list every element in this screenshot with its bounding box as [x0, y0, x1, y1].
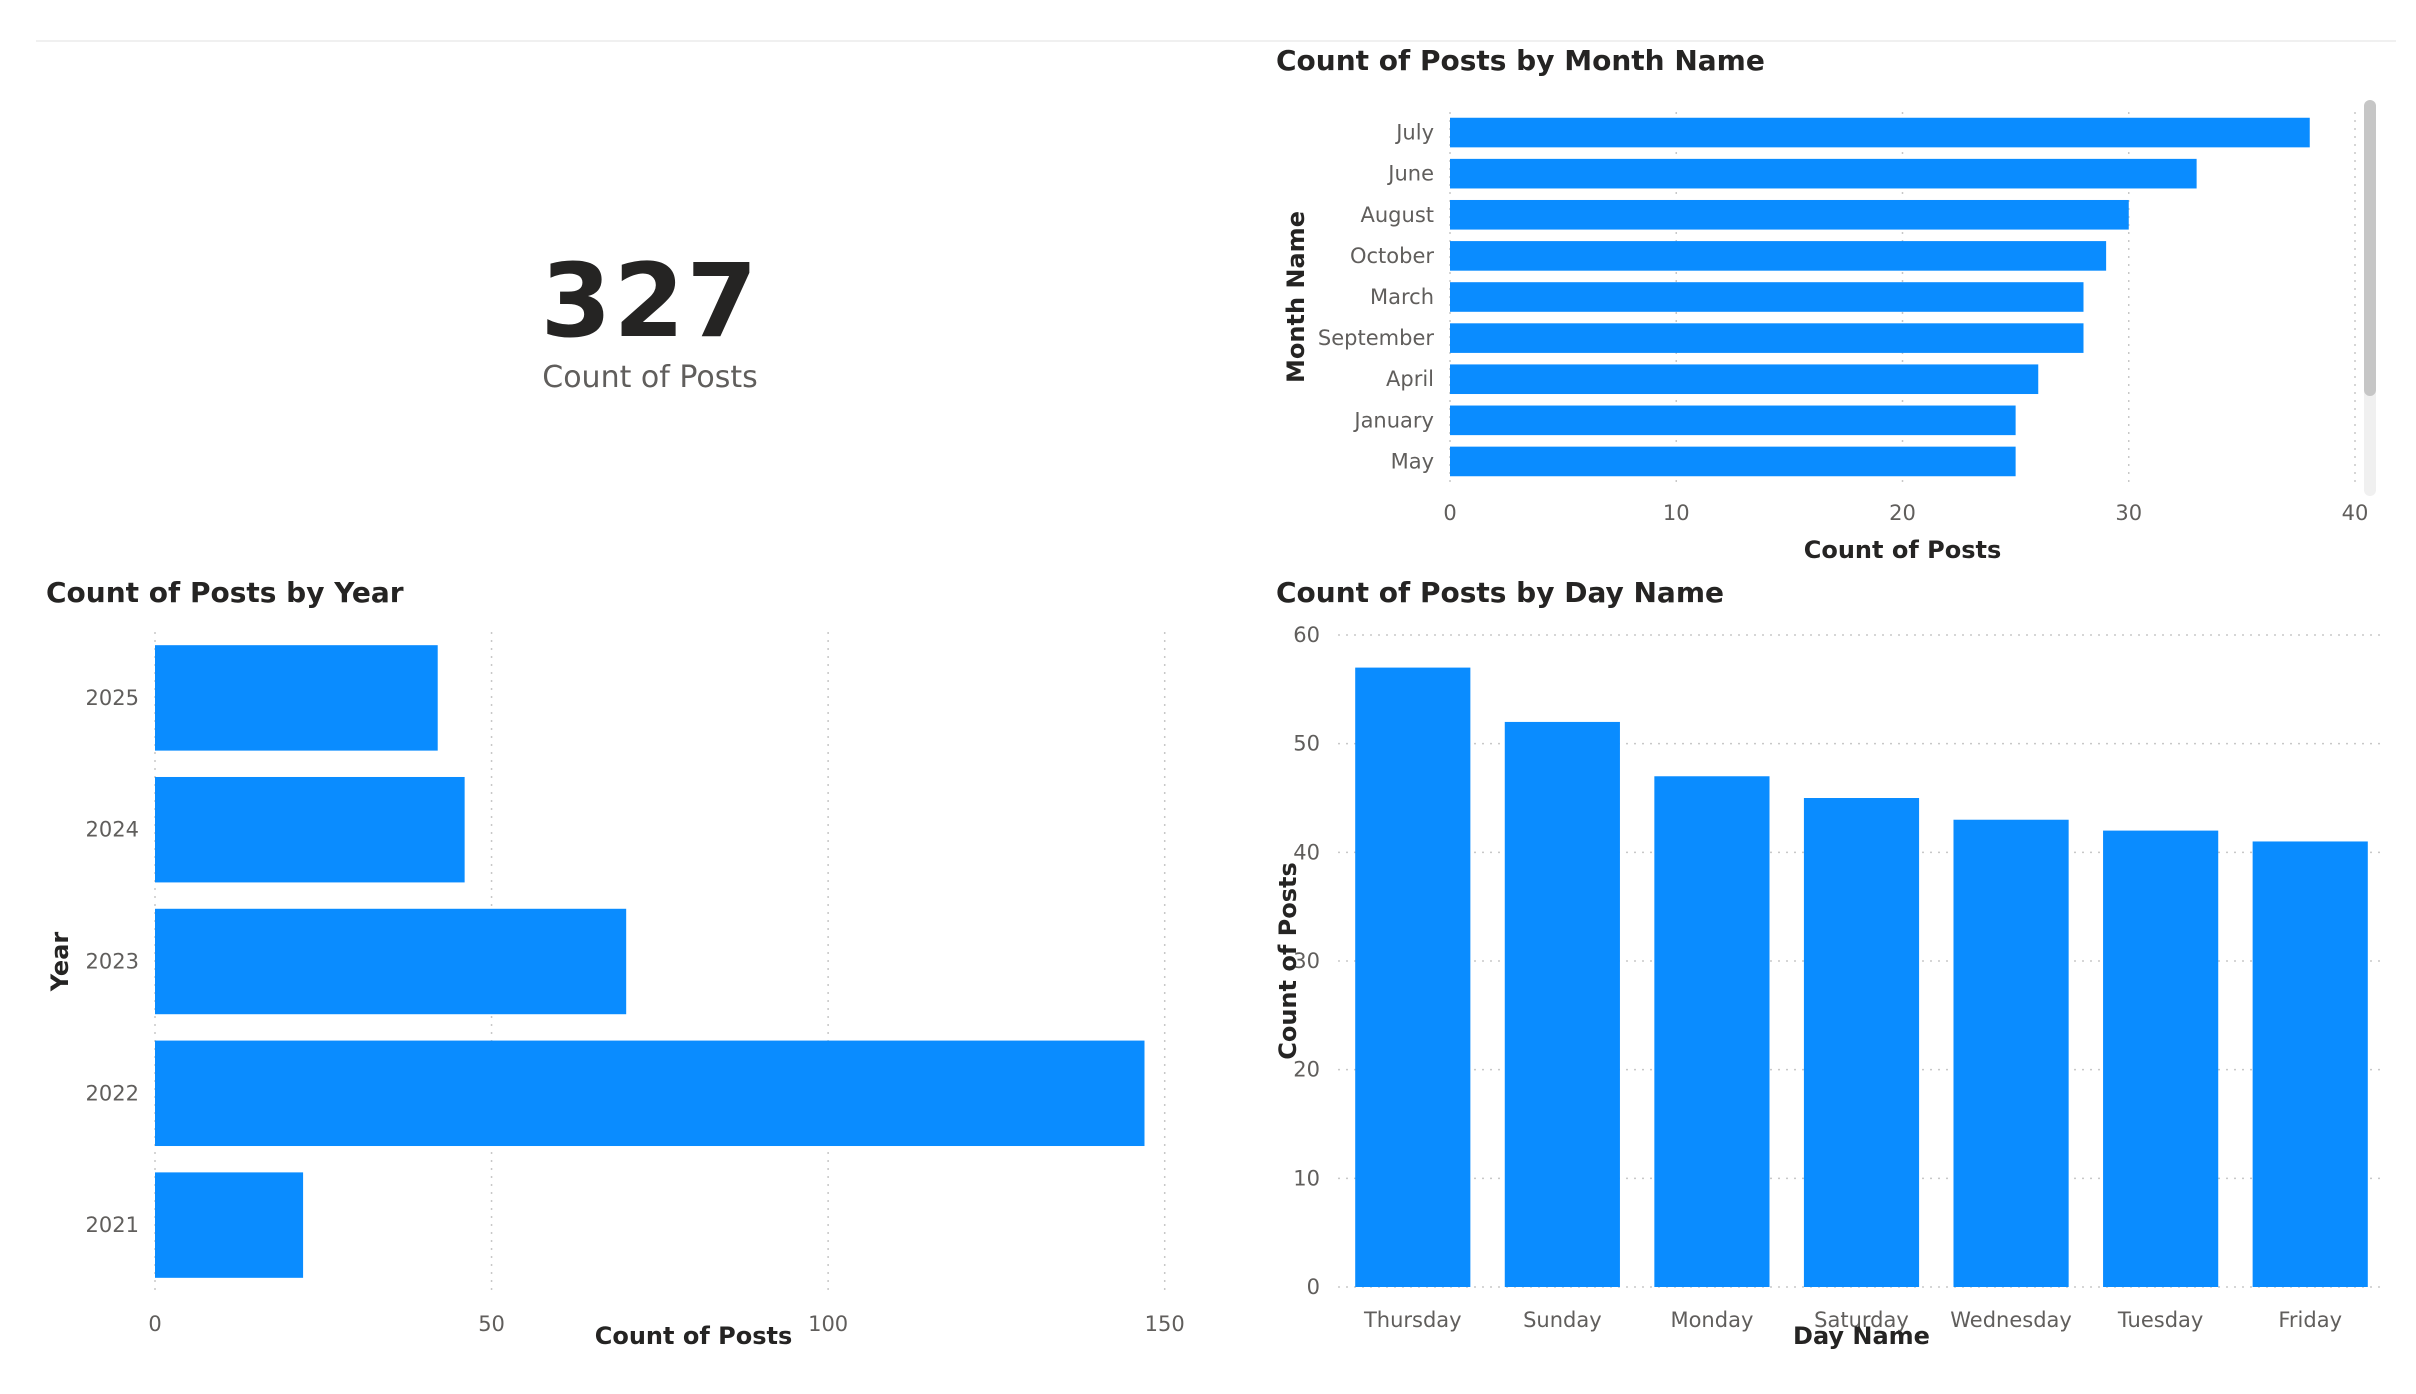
- month-bar: [1450, 158, 2197, 189]
- day-x-axis-title: Day Name: [1793, 1322, 1930, 1350]
- year-y-tick-label: 2024: [86, 818, 139, 842]
- year-bar: [155, 645, 438, 751]
- month-x-tick-label: 30: [2115, 501, 2142, 525]
- month-x-tick-label: 20: [1889, 501, 1916, 525]
- month-y-axis-title: Month Name: [1282, 211, 1310, 383]
- month-chart-scroll-thumb[interactable]: [2364, 100, 2376, 396]
- year-y-tick-label: 2025: [86, 686, 139, 710]
- year-y-tick-label: 2022: [86, 1081, 139, 1105]
- day-bar: [1504, 721, 1620, 1287]
- year-chart-svg: Count of Posts by Year 0 50 100 150 2025 2024 2…: [46, 576, 1185, 1350]
- month-y-tick-label: March: [1370, 285, 1434, 309]
- month-bar: [1450, 446, 2016, 477]
- month-y-tick-label: July: [1394, 121, 1434, 145]
- day-bar: [1953, 819, 2069, 1287]
- month-chart-svg: Count of Posts by Month Name 0 10 20 30 40 Jul…: [1276, 44, 2369, 564]
- day-x-tick-label: Wednesday: [1950, 1308, 2072, 1332]
- month-bar: [1450, 323, 2084, 353]
- month-x-tick-label: 0: [1443, 501, 1456, 525]
- kpi-value: 327: [540, 242, 760, 361]
- year-bar: [155, 776, 465, 883]
- day-bar: [1803, 798, 1920, 1287]
- day-bar: [1654, 776, 1770, 1287]
- day-y-tick-label: 30: [1293, 949, 1320, 973]
- day-y-tick-label: 0: [1307, 1275, 1320, 1299]
- day-bar: [2252, 841, 2368, 1287]
- day-y-tick-label: 60: [1293, 623, 1320, 647]
- month-bar: [1450, 405, 2016, 436]
- day-y-tick-label: 10: [1293, 1166, 1320, 1190]
- month-y-tick-label: May: [1391, 449, 1434, 473]
- month-y-tick-label: August: [1361, 203, 1435, 227]
- chart-day[interactable]: Count of Posts by Day Name 0 10 20 30 40 50 60 T…: [1270, 570, 2400, 1370]
- year-x-axis-title: Count of Posts: [595, 1322, 793, 1350]
- day-y-tick-label: 50: [1293, 732, 1320, 756]
- year-x-tick-label: 100: [808, 1312, 848, 1336]
- year-bar: [155, 1040, 1145, 1147]
- month-x-axis-title: Count of Posts: [1804, 536, 2002, 564]
- top-divider: [36, 40, 2396, 42]
- year-y-tick-label: 2021: [86, 1213, 139, 1237]
- day-x-tick-label: Monday: [1670, 1308, 1753, 1332]
- year-x-tick-label: 0: [148, 1312, 161, 1336]
- month-y-tick-label: April: [1386, 367, 1434, 391]
- month-chart-title: Count of Posts by Month Name: [1276, 44, 1765, 77]
- year-y-tick-label: 2023: [86, 950, 139, 974]
- month-bar: [1450, 282, 2084, 312]
- year-y-axis-title: Year: [46, 932, 74, 993]
- day-x-tick-label: Friday: [2278, 1308, 2342, 1332]
- month-y-tick-label: June: [1386, 162, 1434, 186]
- chart-month[interactable]: Count of Posts by Month Name 0 10 20 30 40 Jul…: [1270, 40, 2400, 580]
- year-bar: [155, 1172, 304, 1278]
- day-x-tick-label: Saturday: [1814, 1308, 1909, 1332]
- year-x-tick-label: 50: [478, 1312, 505, 1336]
- month-bar: [1450, 241, 2107, 271]
- chart-year[interactable]: Count of Posts by Year 0 50 100 150 2025 2024 2…: [0, 570, 1260, 1370]
- day-x-tick-label: Tuesday: [2117, 1308, 2203, 1332]
- month-bar: [1450, 199, 2129, 230]
- year-bar: [155, 908, 627, 1015]
- month-bar: [1450, 117, 2310, 148]
- month-bar: [1450, 364, 2039, 395]
- kpi-card[interactable]: 327 Count of Posts: [0, 0, 1300, 540]
- day-y-tick-label: 40: [1293, 840, 1320, 864]
- day-bar: [1355, 667, 1471, 1287]
- kpi-label: Count of Posts: [542, 360, 758, 395]
- month-y-tick-label: January: [1352, 408, 1434, 432]
- day-y-tick-label: 20: [1293, 1058, 1320, 1082]
- day-bar: [2103, 830, 2219, 1287]
- day-x-tick-label: Sunday: [1523, 1308, 1602, 1332]
- day-chart-svg: Count of Posts by Day Name 0 10 20 30 40 50 60 T…: [1274, 576, 2385, 1350]
- day-x-tick-label: Thursday: [1363, 1308, 1462, 1332]
- year-chart-title: Count of Posts by Year: [46, 576, 404, 609]
- month-x-tick-label: 10: [1663, 501, 1690, 525]
- month-y-tick-label: October: [1350, 244, 1434, 268]
- day-y-axis-title: Count of Posts: [1274, 862, 1302, 1060]
- year-x-tick-label: 150: [1145, 1312, 1185, 1336]
- month-x-tick-label: 40: [2342, 501, 2369, 525]
- day-chart-title: Count of Posts by Day Name: [1276, 576, 1724, 609]
- month-y-tick-label: September: [1318, 326, 1434, 350]
